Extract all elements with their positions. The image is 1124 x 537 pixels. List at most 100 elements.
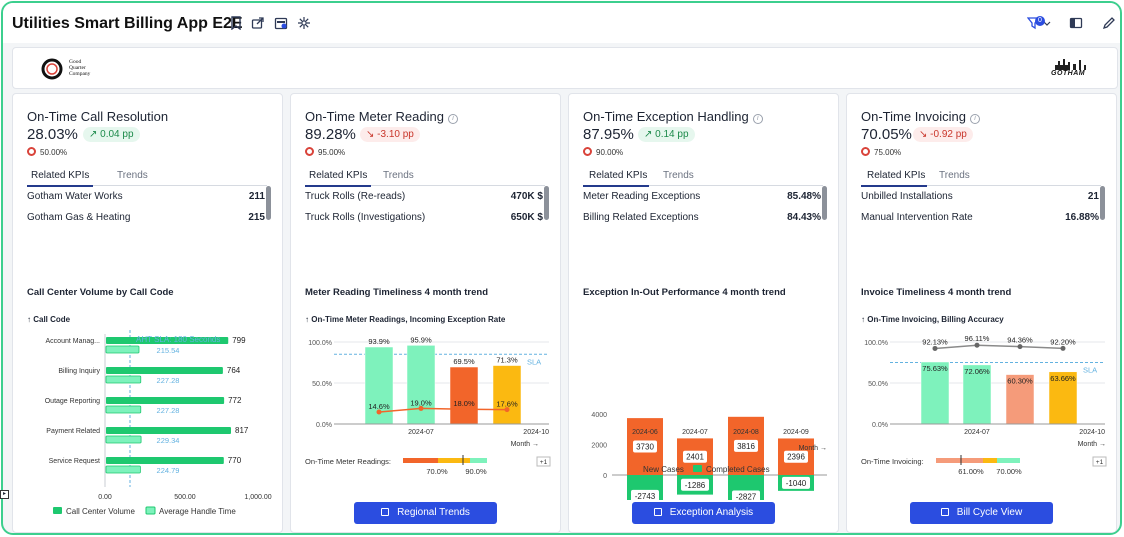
tab-trends[interactable]: Trends [117,170,148,181]
category-label: Service Request [49,458,100,465]
volume-label: 770 [228,456,242,465]
target-icon [305,147,314,156]
info-icon[interactable]: i [752,114,763,124]
share-icon[interactable] [251,16,265,30]
settings-burst-icon[interactable] [297,16,311,30]
related-kpi-row[interactable]: Gotham Gas & Heating 215 [27,212,265,223]
legend-label[interactable]: Average Handle Time [159,507,236,516]
tab-related-kpis[interactable]: Related KPIs [31,170,90,181]
tab-related-kpis[interactable]: Related KPIs [589,170,648,181]
kpi-delta-badge: ↘ -0.92 pp [913,127,973,142]
legend-swatch-new [631,465,640,472]
x-axis-title[interactable]: Month → [1078,441,1106,448]
line-value-label: 18.0% [453,399,475,408]
band-more-label: +1 [1096,459,1104,466]
y-tick-label: 4000 [591,412,607,419]
bookmark-icon[interactable] [229,16,243,31]
calendar-icon[interactable] [274,16,288,30]
y-tick-label: 0.0% [316,422,332,429]
x-tick-label: 500.00 [174,494,196,501]
band-segment-high [470,458,487,463]
legend-swatch-completed [693,465,702,472]
trend-bar [492,365,522,425]
aht-bar [105,345,140,354]
exception-analysis-button[interactable]: Exception Analysis [632,502,775,524]
x-axis-title[interactable]: Month → [799,445,827,452]
trend-bar [406,345,436,425]
scrollbar[interactable] [266,186,271,220]
category-label: Payment Related [46,428,100,435]
scrollbar[interactable] [822,186,827,220]
kpi-title: On-Time Invoicing i [861,109,980,124]
trend-line-point [974,342,980,348]
bar-value-label: 75.63% [922,364,948,373]
kpi-tabs: Related KPIs Trends [861,168,1101,187]
tab-trends[interactable]: Trends [939,170,970,181]
gotham-logo [1049,56,1095,82]
app-title: Utilities Smart Billing App E2E [12,15,243,32]
panel-icon[interactable] [1069,16,1083,30]
trend-bar [962,364,992,425]
kpi-card-exception-handling: On-Time Exception Handling i 87.95% ↗ 0.1… [568,93,839,533]
related-kpi-row[interactable]: Truck Rolls (Investigations) 650K $ [305,212,543,223]
band-tick: 90.0% [465,467,487,476]
related-kpi-row[interactable]: Gotham Water Works 211 [27,191,265,202]
x-axis-title[interactable]: Month → [511,441,539,448]
band-segment-high [997,458,1020,463]
x-tick-label: 2024-10 [1079,429,1105,436]
info-icon[interactable]: i [447,114,458,124]
value-label-bg [784,450,808,463]
trend-line [378,407,508,413]
aht-label: 224.79 [157,466,180,475]
band-more-chip[interactable] [536,456,551,467]
value-label-bg [732,490,760,500]
related-kpi-row[interactable]: Meter Reading Exceptions 85.48% [583,191,821,202]
tab-related-kpis[interactable]: Related KPIs [867,170,926,181]
volume-bar [106,337,229,344]
chart-title: Invoice Timeliness 4 month trend [861,287,1012,298]
legend-label[interactable]: Completed Cases [706,465,770,474]
x-tick-label: 2024-10 [523,429,549,436]
exception-inout-chart: 400020000-20003730240138162396-2743-1286… [591,412,827,500]
tab-trends[interactable]: Trends [383,170,414,181]
related-kpi-row[interactable]: Unbilled Installations 21 [861,191,1099,202]
x-tick-label: 1,000.00 [244,494,271,501]
related-kpi-row[interactable]: Truck Rolls (Re-reads) 470K $ [305,191,543,202]
band-more-chip[interactable] [1092,456,1107,467]
active-tab-indicator [583,185,649,187]
regional-trends-button[interactable]: Regional Trends [354,502,497,524]
edit-icon[interactable] [1102,16,1116,30]
target-icon [583,147,592,156]
call-volume-chart: Account Manag... 799 215.54 Billing Inquiry… [45,330,272,516]
scrollbar[interactable] [1100,186,1105,220]
bill-cycle-view-button[interactable]: Bill Cycle View [910,502,1053,524]
scrollbar[interactable] [544,186,549,220]
related-kpi-row[interactable]: Billing Related Exceptions 84.43% [583,212,821,223]
aht-sla-label: AHT SLA: 180 Seconds [136,335,220,344]
sla-label: SLA [1083,366,1097,375]
volume-label: 799 [232,336,246,345]
line-value-label: 19.0% [410,398,432,407]
active-tab-indicator [27,185,93,187]
tab-trends[interactable]: Trends [663,170,694,181]
x-tick-label: 0.00 [98,494,112,501]
side-panel-toggle-icon[interactable]: ▸ [0,490,9,499]
y-tick-label: 0 [603,473,607,480]
new-cases-label: 2396 [787,453,805,462]
completed-cases-label: -1286 [685,481,706,490]
line-value-label: 14.6% [368,402,390,411]
legend-label[interactable]: Call Center Volume [66,507,135,516]
external-view-icon [940,508,949,516]
line-value-label: 94.36% [1007,336,1033,345]
legend-label[interactable]: New Cases [643,465,684,474]
y-tick-label: 2000 [591,443,607,450]
related-kpi-row[interactable]: Manual Intervention Rate 16.88% [861,212,1099,223]
x-tick-label: 2024-07 [408,429,434,436]
kpi-delta-badge: ↘ -3.10 pp [360,127,420,142]
volume-label: 817 [235,426,249,435]
info-icon[interactable]: i [970,114,980,124]
kpi-value: 89.28% [305,126,356,143]
legend-swatch-volume [53,507,62,514]
tab-related-kpis[interactable]: Related KPIs [309,170,368,181]
